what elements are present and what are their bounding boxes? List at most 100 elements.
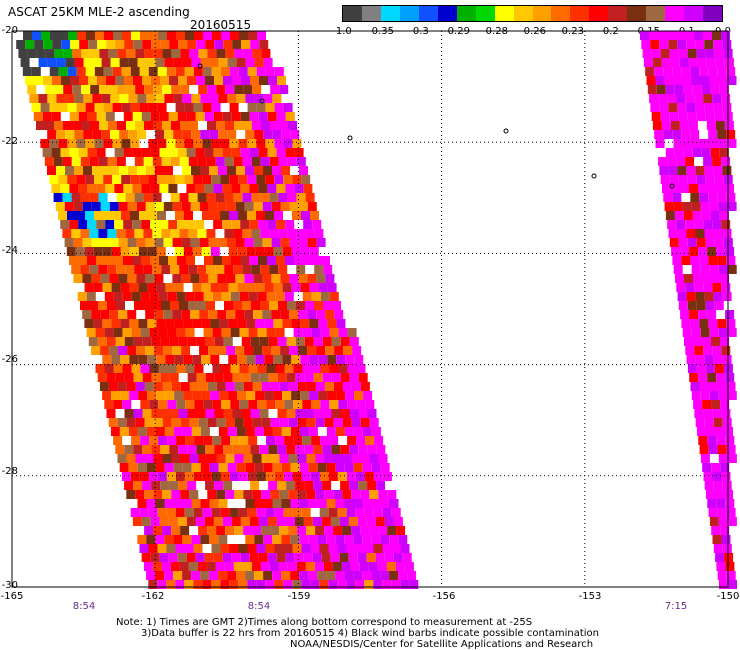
data-cell — [242, 301, 251, 310]
data-cell — [153, 490, 163, 499]
data-cell — [200, 535, 210, 544]
data-cell — [268, 76, 277, 85]
island-outline — [259, 98, 265, 104]
data-cell — [139, 67, 149, 76]
data-cell — [89, 301, 98, 310]
data-cell — [87, 220, 97, 229]
colorbar-swatch — [437, 6, 457, 21]
data-cell — [191, 535, 201, 544]
data-cell — [272, 535, 282, 544]
data-cell — [102, 247, 112, 256]
data-cell — [140, 292, 150, 301]
data-cell — [712, 472, 722, 481]
data-cell — [223, 445, 233, 454]
data-cell — [236, 427, 246, 436]
data-cell — [222, 517, 232, 526]
data-cell — [173, 427, 183, 436]
data-cell — [292, 508, 302, 517]
data-cell — [365, 436, 375, 445]
data-cell — [690, 130, 700, 139]
data-cell — [128, 166, 137, 175]
data-cell — [671, 184, 680, 193]
data-cell — [113, 436, 123, 445]
data-cell — [721, 472, 731, 481]
data-cell — [357, 517, 367, 526]
data-cell — [143, 157, 153, 166]
data-cell — [208, 202, 218, 211]
data-cell — [719, 148, 729, 157]
data-cell — [187, 76, 196, 85]
data-cell — [685, 94, 695, 103]
data-cell — [315, 454, 325, 463]
data-cell — [141, 148, 151, 157]
data-cell — [97, 40, 107, 49]
data-cell — [246, 355, 256, 364]
data-cell — [243, 490, 253, 499]
data-cell — [274, 175, 284, 184]
data-cell — [203, 31, 212, 40]
data-cell — [215, 193, 225, 202]
data-cell — [251, 562, 261, 571]
data-cell — [261, 418, 271, 427]
data-cell — [292, 472, 302, 481]
data-cell — [353, 571, 363, 580]
data-cell — [703, 472, 713, 481]
data-cell — [112, 175, 122, 184]
data-cell — [144, 526, 154, 535]
data-cell — [182, 166, 191, 175]
data-cell — [85, 211, 94, 220]
data-cell — [156, 391, 166, 400]
data-cell — [681, 319, 691, 328]
data-cell — [371, 463, 381, 472]
data-cell — [203, 328, 213, 337]
data-cell — [184, 67, 194, 76]
data-cell — [691, 391, 701, 400]
data-cell — [160, 409, 170, 418]
data-cell — [116, 193, 126, 202]
data-cell — [139, 103, 149, 112]
data-cell — [163, 202, 173, 211]
data-cell — [720, 337, 729, 346]
data-cell — [179, 193, 189, 202]
data-cell — [259, 445, 269, 454]
data-cell — [229, 175, 239, 184]
data-cell — [74, 130, 84, 139]
data-cell — [340, 481, 350, 490]
data-cell — [318, 319, 328, 328]
data-cell — [298, 202, 308, 211]
data-cell — [134, 229, 144, 238]
data-cell — [140, 400, 150, 409]
data-cell — [153, 418, 163, 427]
data-cell — [233, 301, 242, 310]
data-cell — [115, 445, 125, 454]
data-cell — [382, 472, 392, 481]
data-cell — [229, 139, 239, 148]
colorbar-swatch — [608, 6, 628, 21]
colorbar-swatch — [513, 6, 533, 21]
data-cell — [180, 85, 190, 94]
data-cell — [263, 463, 273, 472]
data-cell — [705, 49, 715, 58]
data-cell — [151, 40, 161, 49]
data-cell — [229, 580, 239, 589]
data-cell — [58, 139, 68, 148]
data-cell — [713, 229, 723, 238]
data-cell — [722, 292, 732, 301]
data-cell — [269, 229, 279, 238]
note-line-3: NOAA/NESDIS/Center for Satellite Applica… — [290, 639, 594, 650]
data-cell — [650, 103, 660, 112]
data-cell — [134, 265, 144, 274]
data-cell — [173, 130, 183, 139]
data-cell — [127, 274, 137, 283]
data-cell — [213, 148, 223, 157]
data-cell — [53, 157, 63, 166]
data-cell — [141, 112, 151, 121]
data-cell — [267, 517, 277, 526]
data-cell — [712, 31, 721, 40]
data-cell — [126, 454, 136, 463]
data-cell — [312, 220, 322, 229]
data-cell — [214, 40, 224, 49]
data-cell — [696, 301, 706, 310]
data-cell — [61, 40, 71, 49]
data-cell — [275, 328, 285, 337]
